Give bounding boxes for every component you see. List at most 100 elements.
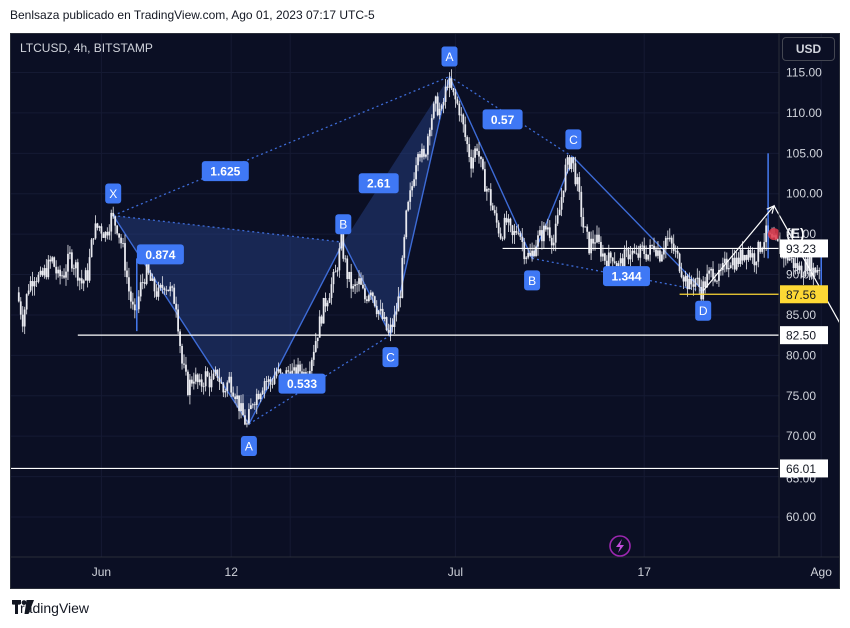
candle-body-269 bbox=[546, 227, 549, 230]
projection-up-leg bbox=[702, 205, 775, 292]
candle-body-277 bbox=[562, 190, 565, 198]
chart-canvas[interactable]: (E)(F) XABCDABCD1.6250.8740.5332.610.571… bbox=[11, 34, 840, 589]
candle-body-300 bbox=[607, 252, 610, 272]
candle-body-301 bbox=[609, 252, 612, 258]
candle-body-368 bbox=[741, 249, 744, 261]
candle-body-9 bbox=[35, 281, 38, 283]
candle-body-399 bbox=[802, 276, 805, 278]
candle-body-182 bbox=[375, 305, 378, 315]
candle-body-44 bbox=[104, 231, 107, 238]
candle-body-79 bbox=[173, 287, 176, 304]
candle-body-46 bbox=[108, 231, 111, 236]
candle-body-35 bbox=[86, 270, 89, 281]
candle-body-39 bbox=[94, 223, 97, 239]
candle-body-51 bbox=[118, 233, 120, 238]
candle-body-256 bbox=[521, 236, 524, 242]
currency-button[interactable]: USD bbox=[782, 37, 835, 61]
pattern-fill-0 bbox=[113, 215, 344, 425]
candle-body-43 bbox=[102, 233, 105, 238]
abcd-ratio-0-badge bbox=[482, 109, 523, 130]
candle-body-221 bbox=[452, 88, 455, 93]
candle-body-25 bbox=[67, 253, 69, 272]
y-tick-label-6: 90.00 bbox=[786, 268, 816, 282]
candle-body-41 bbox=[98, 226, 101, 228]
candle-body-398 bbox=[800, 265, 803, 278]
candle-body-90 bbox=[194, 374, 197, 382]
candle-body-296 bbox=[600, 241, 602, 257]
pattern-point-x: X bbox=[109, 187, 117, 201]
x-tick-label-0: Jun bbox=[92, 565, 111, 579]
level-tag-2: 82.50 bbox=[786, 329, 816, 343]
level-tag-bg-0 bbox=[780, 239, 828, 258]
candle-body-273 bbox=[554, 223, 557, 243]
candle-body-52 bbox=[120, 237, 122, 244]
lightning-icon[interactable] bbox=[609, 535, 631, 557]
candle-body-266 bbox=[541, 230, 543, 242]
candle-body-107 bbox=[228, 376, 231, 383]
pattern-point-x-badge bbox=[105, 183, 122, 204]
candle-body-278 bbox=[564, 164, 567, 191]
y-tick-label-3: 75.00 bbox=[786, 389, 816, 403]
candle-body-197 bbox=[405, 210, 408, 238]
candle-body-100 bbox=[214, 369, 217, 374]
candle-body-360 bbox=[725, 258, 728, 270]
candle-body-199 bbox=[409, 190, 412, 202]
candle-body-140 bbox=[293, 367, 296, 371]
candle-body-149 bbox=[310, 359, 313, 371]
candle-body-186 bbox=[383, 317, 386, 319]
candle-body-344 bbox=[694, 278, 697, 287]
candle-body-243 bbox=[495, 213, 498, 223]
candle-body-395 bbox=[794, 263, 797, 269]
candle-body-166 bbox=[344, 258, 347, 260]
candle-body-321 bbox=[649, 245, 651, 255]
candle-body-323 bbox=[653, 245, 655, 250]
candle-body-328 bbox=[662, 249, 665, 255]
candle-body-232 bbox=[474, 148, 476, 158]
candle-body-330 bbox=[666, 237, 669, 240]
candle-body-15 bbox=[47, 259, 50, 278]
candle-body-309 bbox=[625, 249, 628, 251]
candle-body-133 bbox=[279, 369, 282, 373]
candle-body-31 bbox=[78, 278, 81, 281]
candle-body-2 bbox=[21, 314, 24, 327]
candle-body-156 bbox=[324, 298, 327, 307]
candle-body-143 bbox=[299, 364, 301, 372]
candle-body-163 bbox=[338, 248, 341, 271]
horizontal-levels-layer bbox=[11, 247, 779, 470]
candle-body-325 bbox=[657, 250, 659, 256]
candle-body-332 bbox=[670, 237, 673, 244]
candle-body-315 bbox=[637, 253, 640, 258]
candle-body-157 bbox=[326, 302, 329, 307]
candle-body-394 bbox=[792, 258, 795, 269]
candle-body-8 bbox=[33, 281, 36, 287]
wave-marker-e: (E) bbox=[786, 225, 805, 241]
y-tick-label-9: 105.00 bbox=[786, 146, 823, 160]
candle-body-289 bbox=[586, 226, 589, 232]
candle-body-283 bbox=[574, 163, 577, 185]
candle-body-202 bbox=[415, 165, 417, 180]
candle-body-350 bbox=[706, 273, 709, 288]
candle-body-369 bbox=[743, 254, 746, 261]
candle-body-349 bbox=[704, 281, 707, 288]
axes-layer: 60.00 70.00 75.00 80.00 85.00 90.00 95.00 100.0… bbox=[11, 34, 839, 579]
abcd-point-c-badge bbox=[565, 129, 582, 150]
candle-body-303 bbox=[613, 261, 616, 263]
candle-body-363 bbox=[731, 257, 734, 266]
candle-body-189 bbox=[389, 324, 392, 333]
candle-body-1 bbox=[19, 301, 22, 315]
candle-body-370 bbox=[745, 254, 748, 260]
candle-body-252 bbox=[513, 230, 516, 236]
candle-body-237 bbox=[484, 169, 486, 192]
candle-body-318 bbox=[643, 245, 646, 255]
candle-body-340 bbox=[686, 275, 689, 290]
candle-body-213 bbox=[436, 96, 439, 116]
candle-body-387 bbox=[779, 241, 781, 254]
candle-body-285 bbox=[578, 177, 581, 192]
candle-body-103 bbox=[220, 382, 223, 384]
candle-body-117 bbox=[248, 409, 250, 424]
y-tick-label-11: 115.00 bbox=[786, 66, 822, 80]
candle-body-196 bbox=[403, 237, 406, 258]
level-tag-3: 66.01 bbox=[786, 462, 816, 476]
chart-panel[interactable]: (E)(F) XABCDABCD1.6250.8740.5332.610.571… bbox=[10, 33, 840, 589]
candle-body-7 bbox=[31, 281, 34, 287]
